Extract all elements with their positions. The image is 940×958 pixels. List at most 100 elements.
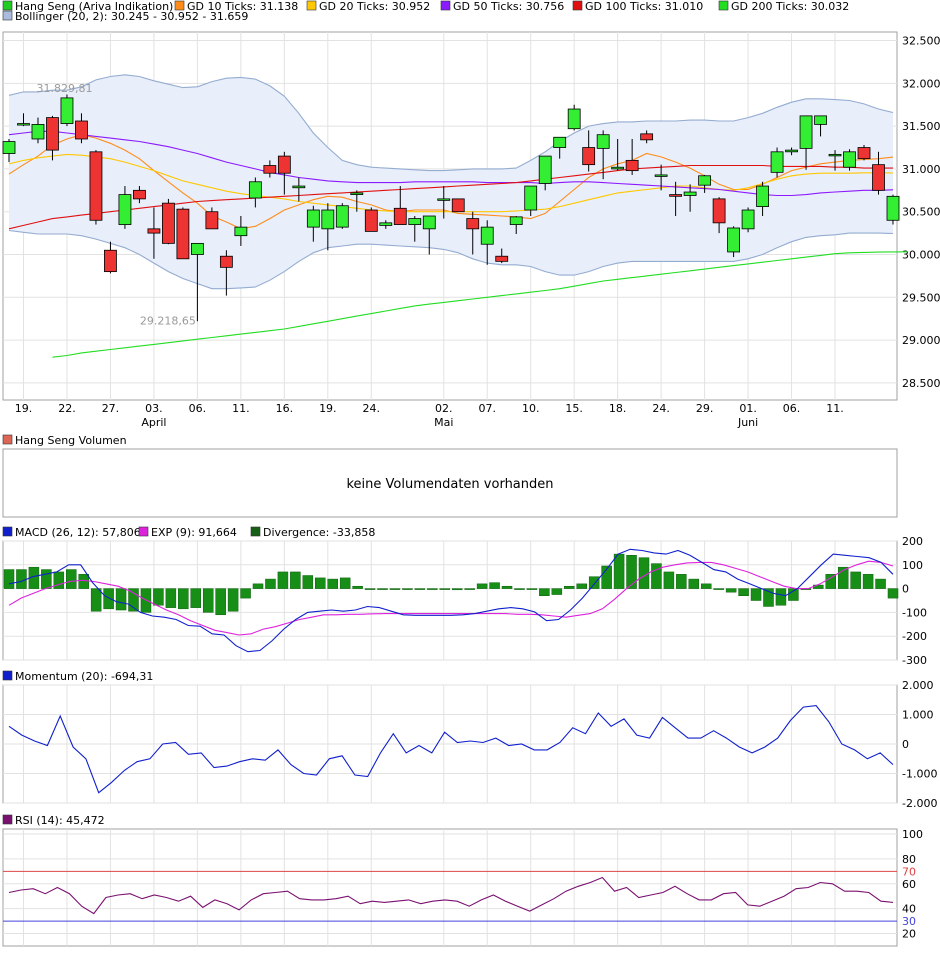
candle: [640, 133, 654, 141]
candle: [321, 209, 335, 230]
x-tick-label: 06.: [783, 402, 801, 415]
legend-label: Divergence: -33,858: [263, 526, 375, 539]
candle: [799, 115, 813, 149]
month-label: April: [141, 416, 166, 429]
macd-y-tick: 0: [902, 583, 909, 596]
divergence-bar: [887, 588, 899, 599]
month-label: Juni: [737, 416, 758, 429]
candle: [118, 194, 132, 225]
legend-swatch: [2, 434, 13, 445]
legend-swatch: [2, 670, 13, 681]
candle: [843, 151, 856, 168]
x-tick-label: 15.: [565, 402, 583, 415]
divergence-bar: [501, 585, 513, 589]
x-tick-label: 18.: [609, 402, 627, 415]
candle: [538, 155, 552, 184]
divergence-bar: [389, 588, 401, 590]
momentum-y-tick: 2.000: [902, 679, 934, 692]
series-line-gd-20-ticks: [8, 153, 894, 213]
candle: [611, 166, 625, 170]
candle: [60, 97, 74, 124]
legend-swatch: [138, 526, 149, 537]
candle: [104, 249, 117, 273]
divergence-bar: [489, 582, 500, 589]
legend-label: Hang Seng (Ariva Indikation): [15, 0, 173, 13]
momentum-y-tick: -1.000: [902, 768, 937, 781]
candle: [422, 215, 436, 230]
candle: [466, 218, 480, 230]
macd-line: [8, 548, 894, 653]
divergence-bar: [165, 588, 177, 608]
divergence-bar: [676, 574, 687, 589]
price-y-tick: 30.500: [902, 206, 940, 219]
divergence-bar: [178, 588, 189, 610]
momentum-line: [8, 705, 894, 794]
legend-label: GD 10 Ticks: 31.138: [187, 0, 298, 13]
price-annotation: 29.218,65: [140, 314, 196, 327]
candle: [219, 255, 233, 268]
rsi-y-tick: 40: [902, 903, 916, 916]
momentum-y-tick: 1.000: [902, 709, 934, 722]
divergence-bar: [551, 588, 563, 595]
legend-label: GD 50 Ticks: 30.756: [453, 0, 564, 13]
candle: [408, 218, 422, 225]
candle: [46, 117, 59, 151]
volume-title: Hang Seng Volumen: [15, 434, 127, 447]
momentum-y-tick: -2.000: [902, 797, 937, 810]
month-label: Mai: [434, 416, 453, 429]
candle: [770, 151, 784, 173]
divergence-bar: [53, 571, 65, 589]
candle: [814, 115, 827, 125]
candle: [553, 136, 567, 148]
candle: [263, 165, 277, 174]
x-tick-label: 07.: [478, 402, 496, 415]
divergence-bar: [526, 588, 538, 590]
candle: [162, 202, 175, 244]
divergence-bar: [601, 565, 612, 589]
price-y-tick: 29.000: [902, 334, 940, 347]
candle: [741, 209, 755, 230]
legend-label: Momentum (20): -694,31: [15, 670, 153, 683]
divergence-bar: [66, 569, 77, 589]
x-tick-label: 02.: [435, 402, 453, 415]
exp-line: [8, 560, 894, 636]
divergence-bar: [227, 588, 239, 612]
candle: [828, 153, 842, 157]
rsi-y-tick: 20: [902, 928, 916, 941]
divergence-bar: [215, 588, 226, 616]
candle: [147, 228, 161, 234]
candle: [596, 134, 610, 149]
candle: [89, 151, 103, 221]
divergence-bar: [352, 585, 363, 589]
price-annotation: 31.829,81: [36, 82, 92, 95]
divergence-bar: [576, 583, 587, 589]
candle: [495, 255, 509, 262]
divergence-bar: [115, 588, 127, 611]
divergence-bar: [775, 588, 787, 606]
candle: [756, 185, 769, 207]
candle: [75, 120, 88, 140]
candle: [335, 205, 349, 228]
divergence-bar: [837, 566, 849, 589]
divergence-bar: [464, 588, 475, 590]
candle: [2, 141, 16, 154]
price-y-tick: 30.000: [902, 249, 940, 262]
macd-y-tick: -300: [902, 654, 927, 667]
x-tick-label: 16.: [276, 402, 294, 415]
candle: [785, 149, 798, 153]
divergence-bar: [451, 588, 463, 591]
divergence-bar: [700, 583, 712, 589]
x-tick-label: 22.: [58, 402, 76, 415]
price-y-tick: 32.500: [902, 35, 940, 48]
legend-label: GD 100 Ticks: 31.010: [585, 0, 703, 13]
divergence-bar: [315, 577, 326, 589]
candle: [176, 208, 190, 260]
x-tick-label: 03.: [145, 402, 163, 415]
rsi-ref-label: 30: [902, 915, 916, 928]
divergence-bar: [613, 553, 625, 589]
candle: [582, 147, 596, 166]
divergence-bar: [252, 583, 264, 589]
x-tick-label: 11.: [232, 402, 250, 415]
divergence-bar: [327, 578, 338, 589]
